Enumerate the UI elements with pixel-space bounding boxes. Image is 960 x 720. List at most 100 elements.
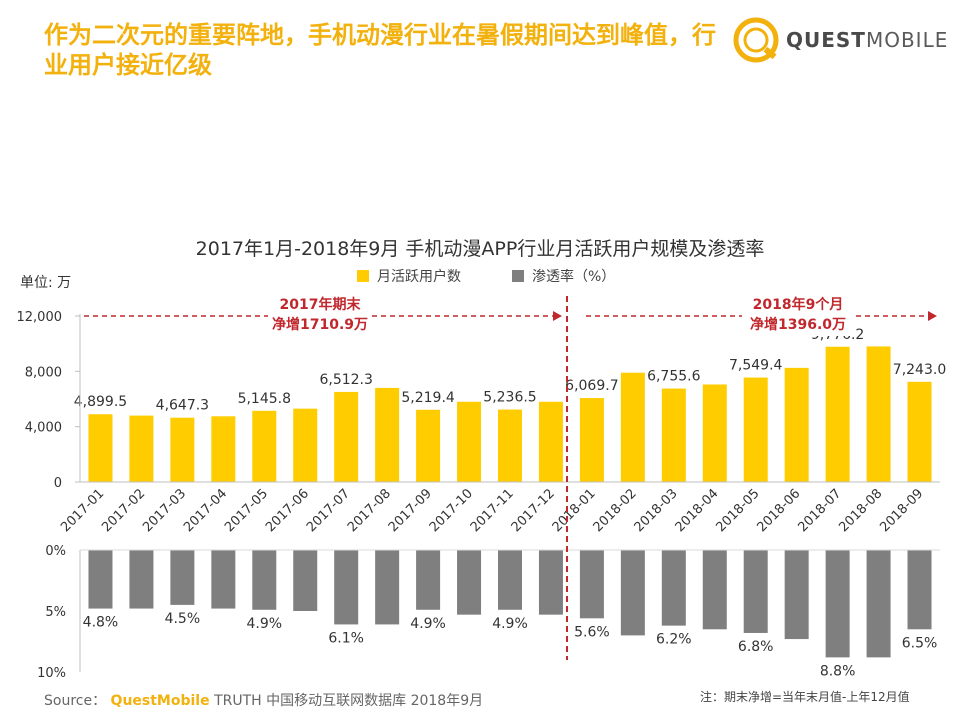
x-tick-label: 2017-06 xyxy=(263,486,312,535)
user-bar xyxy=(907,381,932,482)
rate-bar xyxy=(866,550,891,658)
rate-bar xyxy=(907,550,932,630)
rate-bar xyxy=(170,550,195,605)
unit-label: 单位: 万 xyxy=(20,275,71,291)
user-bar xyxy=(743,377,768,482)
user-bar xyxy=(129,415,154,482)
user-bar xyxy=(88,414,113,482)
rate-bar xyxy=(88,550,113,609)
y-tick-label: 12,000 xyxy=(17,310,63,325)
user-value-label: 5,219.4 xyxy=(401,390,455,406)
annotation-2017-line1: 2017年期末 xyxy=(280,296,362,313)
rate-value-label: 6.1% xyxy=(328,630,364,646)
brand-suffix: MOBILE xyxy=(865,28,949,52)
user-bar xyxy=(620,372,645,482)
rate-value-label: 6.8% xyxy=(738,639,774,655)
x-tick-label: 2018-05 xyxy=(714,486,763,535)
user-bar xyxy=(538,401,563,482)
rate-value-label: 5.6% xyxy=(574,624,610,640)
legend-label-users: 月活跃用户数 xyxy=(377,268,461,285)
x-tick-label: 2018-08 xyxy=(836,486,885,535)
user-value-label: 5,145.8 xyxy=(238,391,291,407)
source-label: Source： xyxy=(44,693,107,709)
user-bar xyxy=(293,408,318,482)
user-bar xyxy=(825,346,850,482)
user-value-label: 6,512.3 xyxy=(319,372,372,388)
user-bar xyxy=(457,401,482,482)
user-value-label: 4,647.3 xyxy=(156,398,209,414)
brand-prefix: QUEST xyxy=(786,28,866,52)
annotation-arrowhead-2018 xyxy=(928,311,937,321)
x-tick-label: 2017-04 xyxy=(181,486,230,535)
rate-value-label: 4.8% xyxy=(83,615,119,631)
user-bar xyxy=(252,410,277,482)
source-brand: QuestMobile xyxy=(110,693,210,709)
user-value-label: 6,069.7 xyxy=(565,378,618,394)
annotation-bg-2017 xyxy=(268,294,372,336)
user-bar xyxy=(498,409,522,482)
rate-value-label: 4.9% xyxy=(246,616,282,632)
user-bar xyxy=(334,391,359,482)
footnote: 注：期末净增=当年末月值-上年12月值 xyxy=(700,690,910,704)
rate-bar xyxy=(334,550,359,625)
user-bar xyxy=(579,398,604,482)
x-tick-label: 2018-01 xyxy=(550,486,599,535)
annotation-2018-line2: 净增1396.0万 xyxy=(750,316,846,333)
rate-bar xyxy=(129,550,154,609)
x-tick-label: 2017-02 xyxy=(99,486,148,535)
x-tick-label: 2017-12 xyxy=(509,486,558,535)
rate-tick-label: 5% xyxy=(45,605,66,620)
x-tick-label: 2017-08 xyxy=(345,486,394,535)
x-tick-label: 2017-03 xyxy=(140,486,189,535)
legend-swatch-users xyxy=(357,270,369,282)
rate-bar xyxy=(661,550,686,626)
x-tick-label: 2017-01 xyxy=(58,486,107,535)
rate-bar xyxy=(784,550,809,640)
user-bar xyxy=(866,346,891,482)
rate-layer: 4.8% 4.5% 4.9% 6.1% 4.9% 4.9% 5.6% 6.2% 6.8% 8.8%… xyxy=(83,550,937,679)
user-value-label: 7,549.4 xyxy=(729,358,783,374)
questmobile-logo-icon xyxy=(733,17,779,63)
rate-tick-label: 10% xyxy=(37,666,66,681)
legend-label-rate: 渗透率（%） xyxy=(532,268,615,285)
user-bar xyxy=(170,417,195,482)
rate-value-label: 4.9% xyxy=(492,616,528,632)
user-value-label: 6,755.6 xyxy=(647,369,701,385)
x-tick-label: 2017-05 xyxy=(222,486,271,535)
y-tick-label: 8,000 xyxy=(25,365,62,380)
rate-bar xyxy=(375,550,400,625)
rate-value-label: 4.9% xyxy=(410,616,446,632)
brand-name: QUESTMOBILE xyxy=(786,28,948,52)
rate-value-label: 4.5% xyxy=(165,611,201,627)
rate-bar xyxy=(416,550,441,610)
annotation-bg-2018 xyxy=(742,294,854,336)
user-bar xyxy=(784,367,809,482)
user-bar xyxy=(661,388,686,482)
x-tick-label: 2018-09 xyxy=(877,486,926,535)
x-tick-label: 2018-07 xyxy=(795,486,844,535)
x-tick-label: 2017-10 xyxy=(427,486,476,535)
annotation-arrowhead-2017 xyxy=(553,311,562,321)
rate-bar xyxy=(293,550,318,611)
annotation-2018-line1: 2018年9个月 xyxy=(753,296,844,313)
rate-bar xyxy=(211,550,236,609)
x-tick-label: 2018-03 xyxy=(632,486,681,535)
page-headline: 作为二次元的重要阵地，手机动漫行业在暑假期间达到峰值，行业用户接近亿级 xyxy=(44,21,716,79)
chart-title: 2017年1月-2018年9月 手机动漫APP行业月活跃用户规模及渗透率 xyxy=(196,238,765,260)
user-bar xyxy=(375,387,400,482)
user-value-label: 7,243.0 xyxy=(893,362,946,378)
user-value-label: 5,236.5 xyxy=(483,390,536,406)
legend-swatch-rate xyxy=(512,270,524,282)
rate-value-label: 8.8% xyxy=(820,663,856,679)
rate-bar xyxy=(538,550,563,615)
annotation-2017-line2: 净增1710.9万 xyxy=(272,316,368,333)
user-bar xyxy=(702,384,727,482)
user-value-label: 4,899.5 xyxy=(74,394,127,410)
rate-tick-label: 0% xyxy=(45,544,66,559)
x-tick-label: 2018-06 xyxy=(754,486,803,535)
bars-layer: 4,899.5 4,647.3 5,145.8 6,512.3 5,219.4 5,236… xyxy=(74,327,946,482)
x-tick-label: 2018-02 xyxy=(591,486,640,535)
rate-value-label: 6.2% xyxy=(656,632,692,648)
x-tick-label: 2017-07 xyxy=(304,486,353,535)
